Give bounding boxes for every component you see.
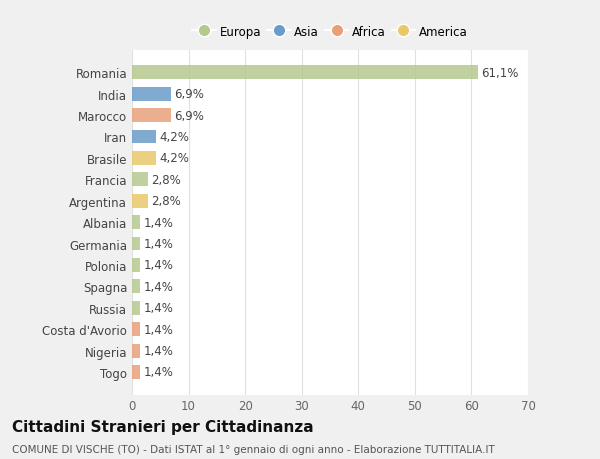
Text: 1,4%: 1,4% [143,323,173,336]
Bar [132,237,140,251]
Text: 1,4%: 1,4% [143,237,173,251]
Text: 2,8%: 2,8% [151,174,181,186]
Bar [132,88,171,101]
Text: 4,2%: 4,2% [159,152,189,165]
Bar [132,109,171,123]
Bar [132,365,140,379]
Text: 1,4%: 1,4% [143,344,173,357]
Text: 1,4%: 1,4% [143,216,173,229]
Bar [132,130,156,144]
Text: 6,9%: 6,9% [175,88,205,101]
Bar [132,173,148,187]
Text: 6,9%: 6,9% [175,109,205,122]
Text: 1,4%: 1,4% [143,366,173,379]
Text: 4,2%: 4,2% [159,131,189,144]
Bar [132,280,140,294]
Text: 1,4%: 1,4% [143,259,173,272]
Bar [132,216,140,230]
Bar [132,194,148,208]
Bar [132,151,156,166]
Text: 2,8%: 2,8% [151,195,181,208]
Text: Cittadini Stranieri per Cittadinanza: Cittadini Stranieri per Cittadinanza [12,419,314,434]
Text: 1,4%: 1,4% [143,302,173,314]
Text: 61,1%: 61,1% [481,67,518,79]
Text: COMUNE DI VISCHE (TO) - Dati ISTAT al 1° gennaio di ogni anno - Elaborazione TUT: COMUNE DI VISCHE (TO) - Dati ISTAT al 1°… [12,444,495,454]
Bar [132,323,140,336]
Bar [132,344,140,358]
Bar [132,301,140,315]
Text: 1,4%: 1,4% [143,280,173,293]
Legend: Europa, Asia, Africa, America: Europa, Asia, Africa, America [189,22,471,42]
Bar [132,66,478,80]
Bar [132,258,140,272]
